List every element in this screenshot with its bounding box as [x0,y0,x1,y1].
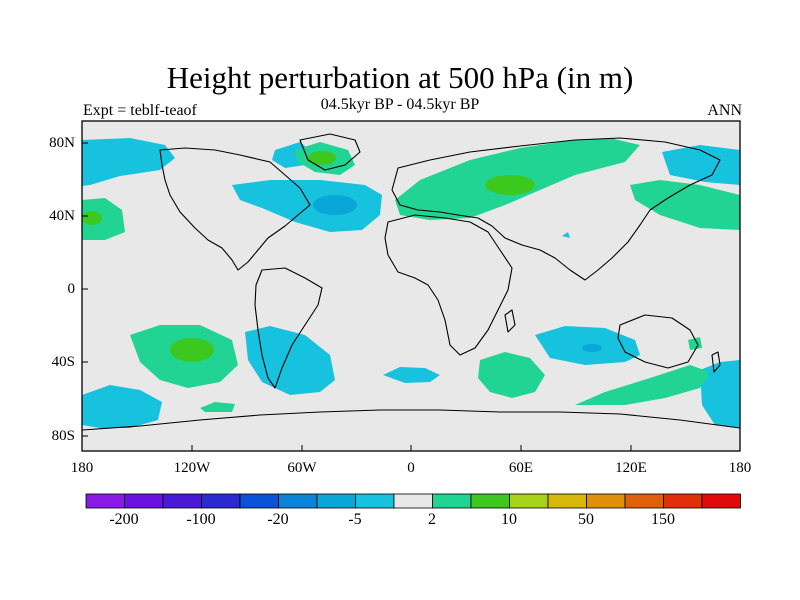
lon-tick-marks [81,445,741,451]
coast-north-america [159,147,311,271]
season-label: ANN [707,102,742,119]
lat-tick-label: 40S [52,354,75,370]
negative-core-layer [313,195,602,352]
lat-tick-label: 80S [52,428,75,444]
coastlines [82,133,740,431]
colorbar-label: -200 [109,511,138,528]
map-plot-area [82,121,740,451]
coast-australia [617,314,699,369]
colorbar-swatch [85,493,125,509]
colorbar-swatch [393,493,433,509]
pos-core-siberia [485,175,535,195]
lon-tick-label: 180 [71,460,94,476]
colorbar-swatch [239,493,279,509]
colorbar-label: 10 [501,511,517,528]
coast-madagascar [504,309,516,333]
neg-blob-south-atlantic [383,367,440,383]
coast-nz [711,351,721,373]
negative-anomaly-layer [82,138,740,428]
colorbar-swatch [124,493,164,509]
neg-blob-north-pacific [82,138,175,186]
lon-tick-label: 180 [729,460,752,476]
lat-tick-label: 0 [68,281,76,297]
neg-blob-south-pacific [82,385,162,428]
lon-axis-labels: 180 120W 60W 0 60E 120E 180 [71,460,752,476]
neg-blob-north-atlantic [232,180,382,232]
coast-eurasia [391,137,721,281]
colorbar [85,493,741,509]
colorbar-label: -5 [348,511,361,528]
experiment-label: Expt = teblf-teaof [83,102,197,119]
coast-greenland [299,133,361,171]
coast-south-america [254,267,323,389]
colorbar-swatch [663,493,703,509]
colorbar-swatch [355,493,395,509]
pos-core-greenland [308,151,336,165]
pos-core-south-pacific [170,338,214,362]
colorbar-label: 2 [428,511,436,528]
lon-tick-label: 120E [615,460,647,476]
neg-core-indian [582,344,602,352]
colorbar-label: -20 [267,511,288,528]
pos-blob-north-pacific-west [630,180,740,230]
neg-blob-east-pacific-south [700,360,740,428]
lat-tick-marks [82,142,88,437]
lat-tick-label: 80N [49,135,75,151]
pos-blob-nz [688,337,702,350]
neg-blob-pacific-east [662,145,740,185]
colorbar-swatch [162,493,202,509]
lat-axis-labels: 80N 40N 0 40S 80S [49,135,75,444]
colorbar-swatch [624,493,664,509]
lon-tick-label: 0 [407,460,415,476]
colorbar-swatch [316,493,356,509]
colorbar-labels: -200 -100 -20 -5 2 10 50 150 [109,511,675,528]
pos-blob-africa-south [478,352,545,398]
colorbar-label: -100 [186,511,215,528]
colorbar-swatch [586,493,626,509]
neg-core-atlantic [313,195,357,215]
lon-tick-label: 60W [287,460,317,476]
colorbar-label: 150 [651,511,675,528]
colorbar-swatch [547,493,587,509]
figure-subtitle: 04.5kyr BP - 04.5kyr BP [320,96,480,113]
pos-blob-north-pacific-east [82,198,125,240]
lon-tick-label: 60E [509,460,533,476]
lon-tick-label: 120W [174,460,212,476]
colorbar-swatch [701,493,741,509]
colorbar-swatch [432,493,472,509]
positive-core-layer [82,151,535,362]
colorbar-swatch [278,493,318,509]
coast-antarctica [82,409,740,431]
colorbar-label: 50 [578,511,594,528]
colorbar-swatch [201,493,241,509]
colorbar-swatch [509,493,549,509]
coast-africa [384,214,513,356]
pos-blob-small-south [200,402,235,412]
lat-tick-label: 40N [49,208,75,224]
pos-core-pacific-east [82,211,102,225]
pos-blob-southern-indian [575,365,710,405]
neg-blob-small-dot [562,232,570,238]
figure-title: Height perturbation at 500 hPa (in m) [166,60,634,95]
colorbar-swatch [470,493,510,509]
